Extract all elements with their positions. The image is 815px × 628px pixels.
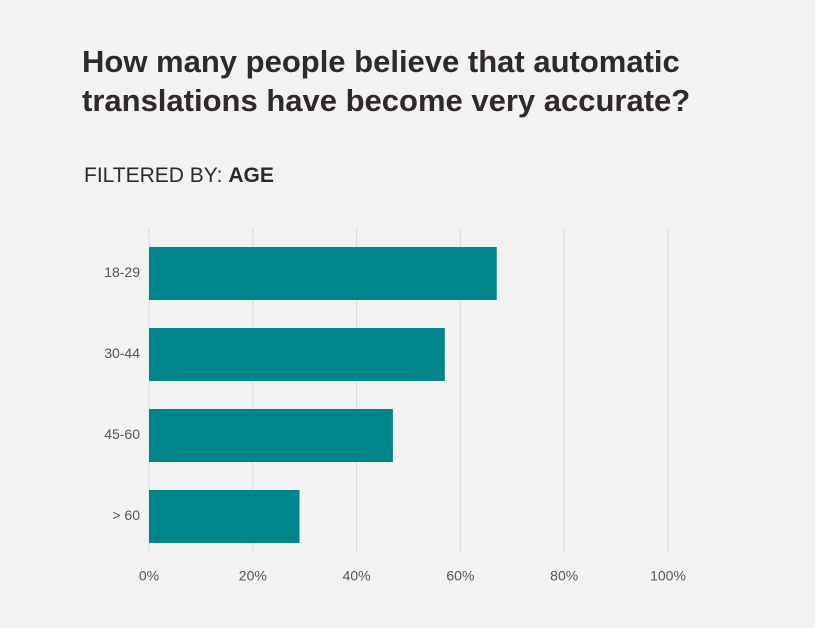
bar (149, 328, 445, 381)
x-tick-label: 20% (239, 568, 267, 584)
x-tick-label: 0% (139, 568, 159, 584)
y-tick-label: > 60 (112, 507, 140, 523)
chart-title: How many people believe that automatic (82, 44, 680, 79)
bar (149, 409, 393, 462)
filter-text: FILTERED BY: AGE (84, 164, 274, 187)
bar (149, 490, 300, 543)
x-tick-label: 60% (446, 568, 474, 584)
y-tick-label: 18-29 (104, 264, 140, 280)
x-tick-label: 40% (343, 568, 371, 584)
y-tick-label: 30-44 (104, 345, 140, 361)
x-tick-label: 100% (650, 568, 686, 584)
chart-title: translations have become very accurate? (82, 83, 690, 118)
filter-value: AGE (228, 164, 274, 187)
x-tick-label: 80% (550, 568, 578, 584)
bar (149, 247, 497, 300)
filter-label: FILTERED BY: (84, 164, 222, 187)
y-tick-label: 45-60 (104, 426, 140, 442)
